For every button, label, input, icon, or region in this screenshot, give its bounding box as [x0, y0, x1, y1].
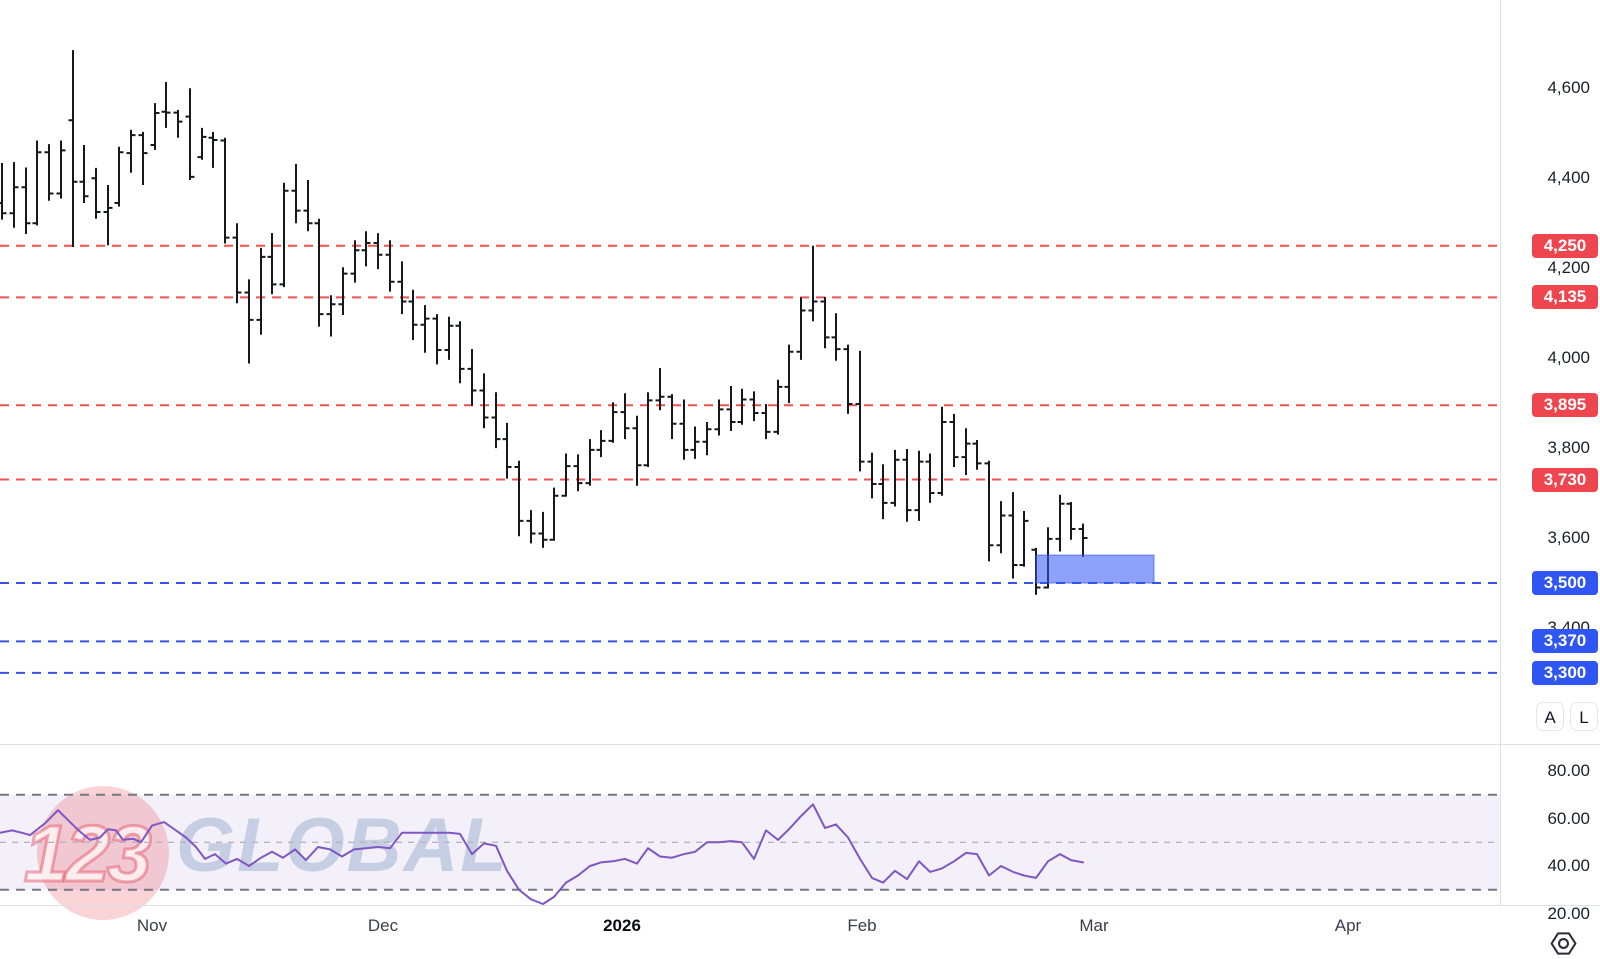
price-tick-label: 4,400 — [1547, 168, 1590, 188]
rsi-tick-label: 20.00 — [1547, 903, 1590, 923]
hexagon-outline — [1550, 932, 1577, 955]
price-tick-label: 3,800 — [1547, 438, 1590, 458]
support-price-label[interactable]: 3,300 — [1532, 660, 1598, 685]
time-axis-label: Dec — [367, 916, 399, 935]
support-price-label[interactable]: 3,370 — [1532, 629, 1598, 654]
watermark-logo-circle — [37, 786, 169, 920]
support-zone-box[interactable] — [1035, 554, 1155, 584]
price-tick-label: 4,600 — [1547, 78, 1590, 98]
time-axis-label: Nov — [136, 916, 168, 935]
resistance-price-label[interactable]: 3,730 — [1532, 467, 1598, 492]
rsi-tick-label: 60.00 — [1547, 808, 1590, 828]
resistance-price-label[interactable]: 4,135 — [1532, 285, 1598, 310]
rsi-tick-label: 80.00 — [1547, 761, 1590, 780]
rsi-line — [0, 803, 1084, 905]
time-axis-label: Feb — [847, 916, 877, 935]
watermark-logo-text: GLOBAL — [176, 803, 509, 888]
support-price-label[interactable]: 3,500 — [1532, 570, 1598, 595]
price-tick-label: 3,600 — [1547, 528, 1590, 547]
ohlc-bar-series — [0, 50, 1088, 595]
price-tick-label: 4,000 — [1547, 348, 1590, 368]
rsi-tick-label: 40.00 — [1547, 856, 1590, 875]
resistance-price-label[interactable]: 4,250 — [1532, 233, 1598, 258]
time-axis-label: Apr — [1334, 916, 1362, 935]
time-axis-label: Mar — [1079, 916, 1109, 935]
pane-settings-icon[interactable] — [1549, 929, 1578, 958]
gear-center-dot — [1558, 938, 1569, 949]
log-scale-button[interactable]: L — [1570, 702, 1598, 731]
auto-scale-button[interactable]: A — [1536, 702, 1564, 731]
resistance-price-label[interactable]: 3,895 — [1532, 393, 1598, 418]
time-axis-label: 2026 — [603, 916, 641, 935]
price-tick-label: 4,200 — [1547, 258, 1590, 278]
